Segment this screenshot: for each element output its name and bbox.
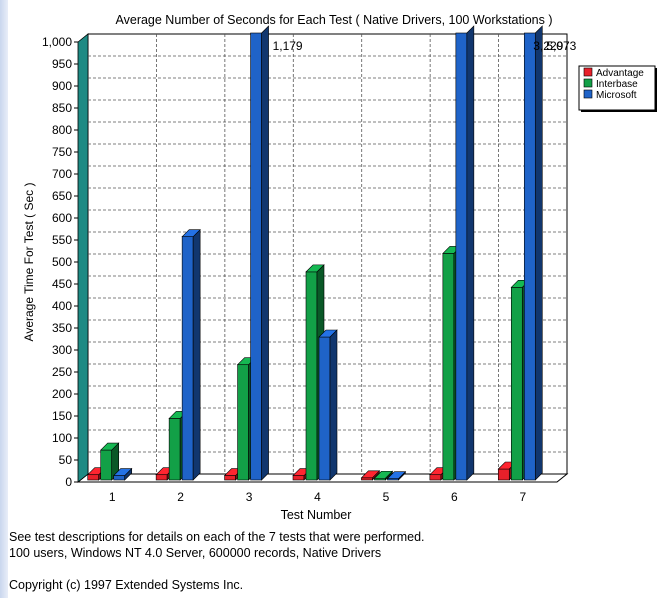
- legend-label-microsoft: Microsoft: [596, 90, 637, 101]
- y-tick-label: 0: [65, 475, 72, 489]
- bar-side-microsoft-test-2: [192, 228, 201, 481]
- bar-side-microsoft-test-3: [261, 25, 269, 481]
- bar-microsoft-test-7: [523, 32, 536, 481]
- caption-test-configuration: 100 users, Windows NT 4.0 Server, 600000…: [9, 546, 382, 560]
- bar-microsoft-test-4: [318, 336, 331, 481]
- bar-microsoft-test-3: [250, 32, 262, 481]
- bar-microsoft-test-6: [455, 32, 468, 481]
- y-tick-label: 800: [52, 123, 72, 137]
- y-tick-label: 400: [52, 299, 72, 313]
- bar-side-microsoft-test-4: [329, 329, 338, 481]
- bar-interbase-test-1: [100, 449, 113, 481]
- legend-swatch-advantage: [583, 67, 593, 77]
- legend-label-interbase: Interbase: [596, 79, 638, 90]
- bar-interbase-test-6: [442, 253, 455, 481]
- bar-interbase-test-2: [168, 418, 181, 481]
- bar-advantage-test-4: [292, 475, 305, 481]
- chart-title: Average Number of Seconds for Each Test …: [116, 13, 553, 27]
- bar-interbase-test-4: [305, 271, 318, 481]
- x-tick-label: 5: [383, 490, 390, 504]
- bar-top-advantage-test-5: [360, 470, 381, 479]
- bar-microsoft-test-2: [181, 236, 194, 481]
- caption-test-descriptions: See test descriptions for details on eac…: [9, 530, 425, 544]
- y-tick-label: 650: [52, 189, 72, 203]
- bar-advantage-test-2: [155, 474, 168, 481]
- bar-advantage-test-5: [361, 477, 373, 481]
- y-tick-label: 200: [52, 387, 72, 401]
- y-tick-label: 850: [52, 101, 72, 115]
- overflow-value-label: 1,179: [273, 39, 303, 53]
- bar-advantage-test-7: [497, 468, 510, 481]
- bar-interbase-test-3: [237, 364, 249, 481]
- y-tick-label: 700: [52, 167, 72, 181]
- bar-side-microsoft-test-7: [534, 25, 543, 481]
- y-tick-label: 50: [59, 453, 73, 467]
- legend-label-advantage: Advantage: [596, 68, 644, 79]
- y-tick-label: 1,000: [42, 35, 72, 49]
- bar-top-interbase-test-4: [305, 264, 325, 273]
- bar-top-microsoft-test-5: [386, 471, 407, 479]
- bar-top-interbase-test-5: [373, 470, 394, 479]
- x-tick-label: 1: [109, 490, 116, 504]
- y-tick-label: 750: [52, 145, 72, 159]
- legend-swatch-interbase: [583, 78, 593, 88]
- overflow-value-label: 3,229: [533, 39, 563, 53]
- x-tick-label: 4: [314, 490, 321, 504]
- bar-interbase-test-7: [510, 286, 523, 481]
- y-tick-label: 300: [52, 343, 72, 357]
- bar-microsoft-test-1: [113, 475, 126, 481]
- bar-advantage-test-6: [429, 474, 442, 481]
- bar-side-microsoft-test-6: [466, 25, 475, 481]
- x-tick-label: 7: [519, 490, 526, 504]
- x-tick-label: 6: [451, 490, 458, 504]
- bar-top-microsoft-test-2: [181, 229, 201, 237]
- bar-advantage-test-3: [224, 475, 236, 481]
- bar-top-microsoft-test-1: [112, 468, 133, 476]
- y-tick-label: 250: [52, 365, 72, 379]
- bar-advantage-test-1: [87, 474, 100, 481]
- overflow-value-label: 5,073: [546, 39, 576, 53]
- y-tick-label: 950: [52, 57, 72, 71]
- y-tick-label: 350: [52, 321, 72, 335]
- x-axis-title: Test Number: [281, 508, 352, 522]
- y-tick-label: 500: [52, 255, 72, 269]
- plot-left-wall: [77, 33, 89, 483]
- bar-top-microsoft-test-4: [318, 329, 338, 338]
- y-tick-label: 100: [52, 431, 72, 445]
- y-tick-label: 900: [52, 79, 72, 93]
- plot-area: 0 50 100 150 200 250 300 350 400 450 500 550 600 650 7…: [42, 25, 577, 504]
- y-tick-label: 450: [52, 277, 72, 291]
- copyright-notice: Copyright (c) 1997 Extended Systems Inc.: [9, 578, 244, 592]
- y-tick-label: 600: [52, 211, 72, 225]
- x-tick-label: 2: [177, 490, 184, 504]
- y-tick-label: 150: [52, 409, 72, 423]
- window-edge-strip: [0, 0, 8, 598]
- y-tick-label: 550: [52, 233, 72, 247]
- y-axis-title: Average Time For Test ( Sec ): [22, 183, 36, 342]
- legend-swatch-microsoft: [583, 89, 593, 99]
- bar-top-interbase-test-1: [99, 442, 120, 451]
- x-tick-label: 3: [246, 490, 253, 504]
